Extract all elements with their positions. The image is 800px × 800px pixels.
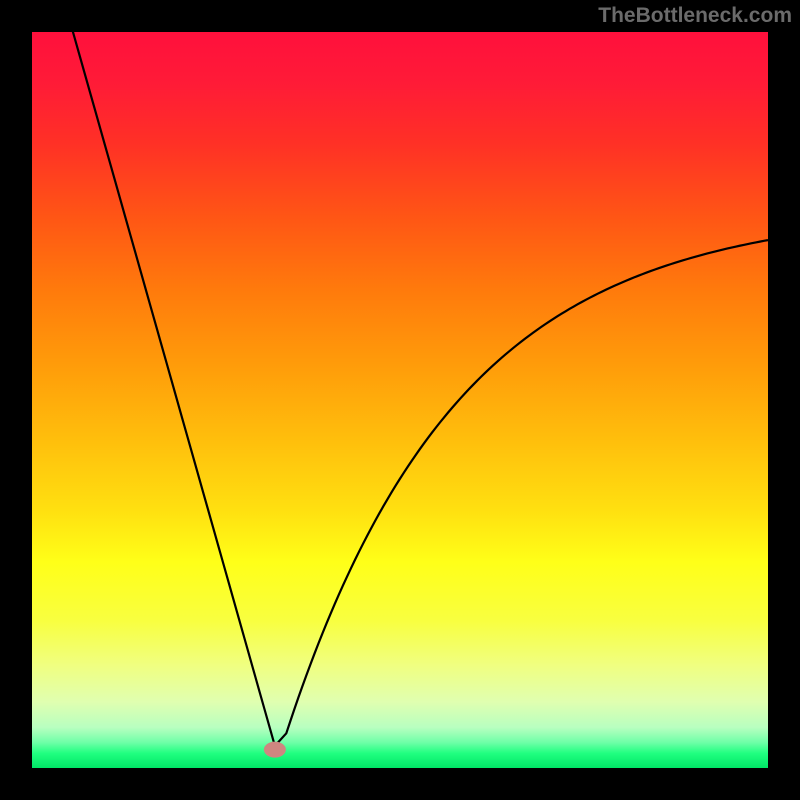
gradient-background	[32, 32, 768, 768]
optimum-marker	[264, 742, 286, 758]
plot-area	[32, 32, 768, 768]
chart-container: TheBottleneck.com	[0, 0, 800, 800]
chart-svg	[32, 32, 768, 768]
watermark-text: TheBottleneck.com	[598, 4, 792, 28]
